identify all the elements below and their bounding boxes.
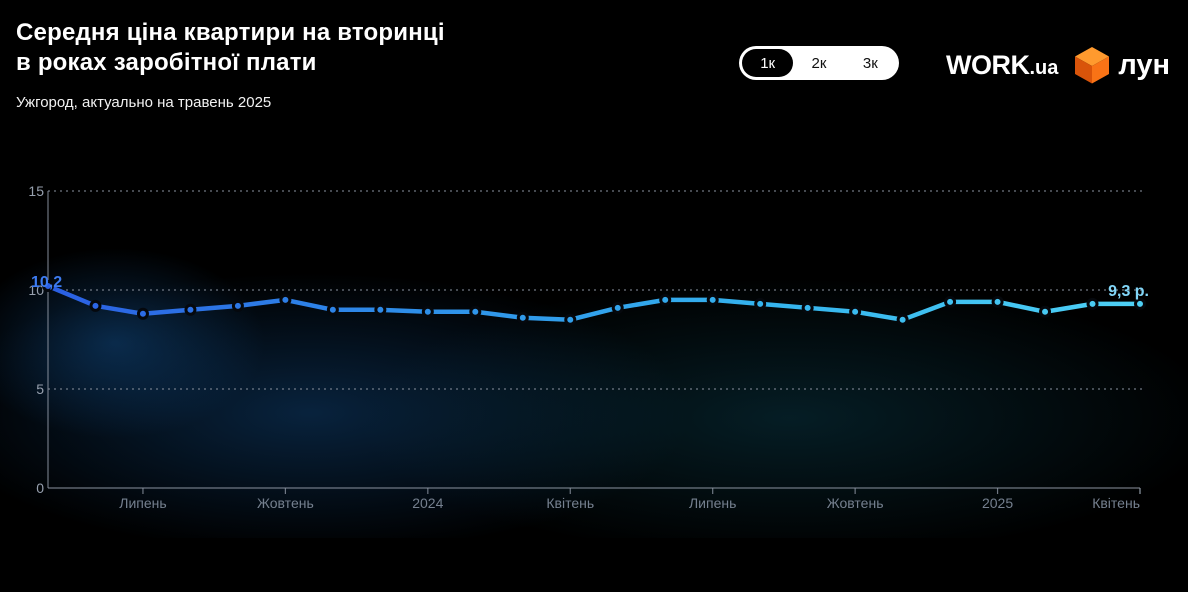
x-tick-label: Квітень [1092, 495, 1140, 511]
chart-point[interactable] [516, 311, 529, 324]
y-tick-label: 10 [28, 282, 44, 298]
work-logo-text: WORK [946, 49, 1030, 80]
chart-point[interactable] [89, 299, 102, 312]
chart-point[interactable] [279, 293, 292, 306]
toggle-option-1k[interactable]: 1к [742, 49, 794, 77]
page-title: Середня ціна квартири на вторинці в рока… [16, 18, 445, 78]
chart-point[interactable] [184, 303, 197, 316]
lun-cube-icon [1075, 47, 1110, 84]
x-tick-label: Жовтень [827, 495, 884, 511]
chart-point[interactable] [469, 305, 482, 318]
chart-line [45, 283, 1143, 322]
chart-point[interactable] [231, 299, 244, 312]
chart-point[interactable] [896, 313, 909, 326]
chart-point[interactable] [801, 301, 814, 314]
lun-cube-right [1092, 56, 1110, 84]
lun-logo: лун [1074, 46, 1170, 84]
x-tick-label: Липень [119, 495, 166, 511]
work-logo-suffix: .ua [1029, 56, 1059, 79]
page-title-line-1: Середня ціна квартири на вторинці [16, 19, 445, 46]
chart-point[interactable] [42, 280, 54, 293]
brand-logos: WORK .ua лун [946, 44, 1170, 86]
chart-point[interactable] [421, 305, 434, 318]
chart-point[interactable] [991, 295, 1004, 308]
point-label-first: 10,2 [31, 274, 62, 291]
x-tick-label: Жовтень [257, 495, 314, 511]
chart-point[interactable] [1086, 297, 1099, 310]
lun-cube-left [1075, 56, 1093, 84]
x-tick-label: Квітень [546, 495, 594, 511]
chart-point[interactable] [849, 305, 862, 318]
chart-point[interactable] [754, 297, 767, 310]
toggle-option-3k[interactable]: 3к [845, 49, 896, 77]
y-tick-label: 0 [36, 480, 44, 496]
work-ua-logo: WORK .ua [946, 50, 1058, 81]
room-count-toggle[interactable]: 1к 2к 3к [739, 46, 899, 80]
chart-point[interactable] [659, 293, 672, 306]
y-tick-label: 15 [28, 183, 44, 199]
page-subtitle: Ужгород, актуально на травень 2025 [16, 94, 272, 111]
chart-point[interactable] [611, 301, 624, 314]
chart-point[interactable] [326, 303, 339, 316]
chart-point[interactable] [136, 307, 149, 320]
point-label-last: 9,3 р. [1108, 283, 1149, 300]
chart-point[interactable] [706, 293, 719, 306]
lun-logo-text: лун [1118, 48, 1171, 81]
y-tick-label: 5 [36, 381, 44, 397]
chart-point[interactable] [944, 295, 957, 308]
toggle-option-2k[interactable]: 2к [793, 49, 844, 77]
chart-point[interactable] [374, 303, 387, 316]
chart-point[interactable] [1134, 297, 1146, 310]
x-tick-label: Липень [689, 495, 736, 511]
price-chart-canvas[interactable]: 0 5 10 15 Липень Жовтень 2024 Квітень Липень Жовт… [0, 168, 1188, 538]
chart-glow [360, 278, 1188, 538]
chart-point[interactable] [1039, 305, 1052, 318]
x-tick-label: 2024 [412, 495, 443, 511]
page-title-line-2: в роках заробітної плати [16, 49, 317, 76]
x-tick-label: 2025 [982, 495, 1013, 511]
chart-point[interactable] [564, 313, 577, 326]
price-chart[interactable]: 0 5 10 15 Липень Жовтень 2024 Квітень Липень Жовт… [0, 168, 1188, 538]
